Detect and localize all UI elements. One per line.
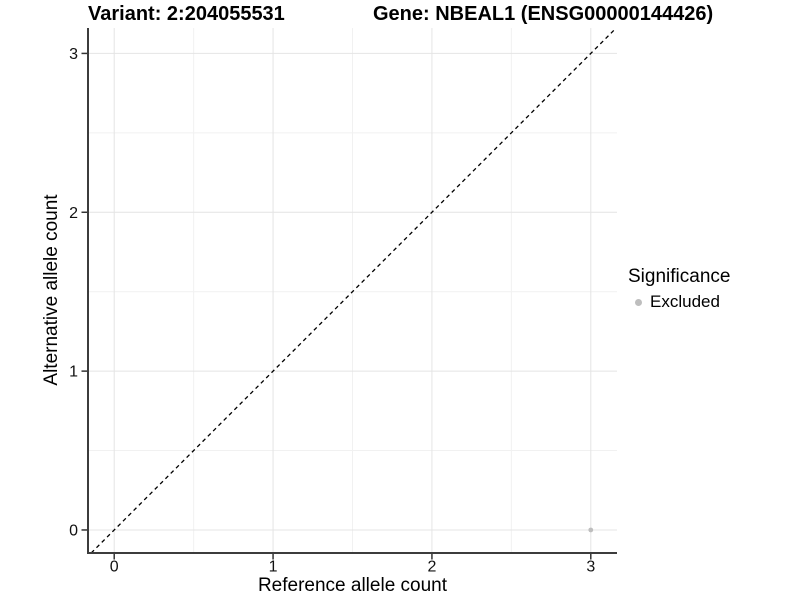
excluded-point-icon [634,298,642,306]
legend-item-excluded: Excluded [628,292,730,312]
x-tick-label: 0 [110,559,119,576]
y-axis-title: Alternative allele count [41,194,62,386]
x-tick-label: 1 [269,559,278,576]
x-tick-label: 2 [427,559,436,576]
y-tick-label: 1 [69,364,78,381]
y-tick-label: 3 [69,46,78,63]
legend-item-label: Excluded [650,292,720,311]
y-tick-label: 0 [69,522,78,539]
identity-reference-line [90,27,617,554]
legend: Significance Excluded [628,265,730,312]
variant-title: Variant: 2:204055531 [88,3,285,25]
y-tick-label: 2 [69,205,78,222]
gene-title: Gene: NBEAL1 (ENSG00000144426) [373,3,714,25]
legend-key [628,292,648,312]
data-point [588,527,594,533]
legend-title: Significance [628,266,731,287]
x-tick-label: 3 [586,559,595,576]
x-axis-title: Reference allele count [257,575,448,596]
